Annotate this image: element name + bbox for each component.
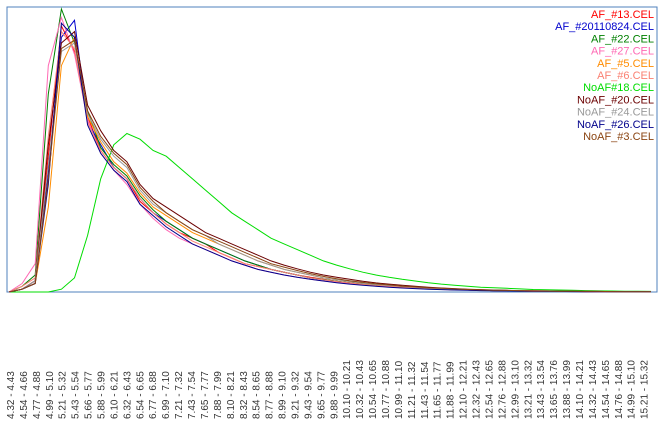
- legend-entry-8: NoAF_#24.CEL: [577, 107, 654, 119]
- x-tick-label-11: 6.77 - 6.88: [148, 371, 159, 419]
- x-tick-label-18: 8.32 - 8.43: [239, 371, 250, 419]
- legend-entry-0: AF_#13.CEL: [591, 9, 654, 21]
- series-lines: [8, 7, 652, 293]
- x-tick-label-39: 12.99 - 13.10: [510, 360, 521, 419]
- x-tick-label-27: 10.32 - 10.43: [355, 360, 366, 419]
- x-tick-label-48: 14.99 - 15.10: [627, 360, 638, 419]
- x-tick-label-40: 13.21 - 13.32: [523, 360, 534, 419]
- x-tick-label-46: 14.54 - 14.65: [601, 360, 612, 419]
- x-tick-label-13: 7.21 - 7.32: [174, 371, 185, 419]
- x-tick-label-10: 6.54 - 6.65: [135, 371, 146, 419]
- x-tick-label-19: 8.54 - 8.65: [252, 371, 263, 419]
- x-tick-label-32: 11.43 - 11.54: [420, 361, 431, 419]
- legend-entry-5: AF_#6.CEL: [597, 70, 654, 82]
- x-tick-label-14: 7.43 - 7.54: [187, 371, 198, 419]
- x-tick-label-5: 5.43 - 5.54: [71, 371, 82, 419]
- x-tick-label-12: 6.99 - 7.10: [161, 371, 172, 419]
- x-tick-label-28: 10.54 - 10.65: [368, 360, 379, 419]
- plot-frame: [6, 6, 658, 293]
- x-axis-ticks: 4.32 - 4.43 4.54 - 4.66 4.77 - 4.88 4.99 - …: [6, 360, 651, 419]
- legend-entry-2: AF_#22.CEL: [591, 33, 654, 45]
- x-tick-label-20: 8.77 - 8.88: [265, 371, 276, 419]
- x-tick-label-42: 13.65 - 13.76: [549, 360, 560, 419]
- x-tick-label-23: 9.43 - 9.54: [303, 371, 314, 419]
- x-tick-label-16: 7.88 - 7.99: [213, 371, 224, 419]
- x-tick-label-35: 12.10 - 12.21: [459, 360, 470, 419]
- x-tick-label-3: 4.99 - 5.10: [45, 371, 56, 419]
- x-tick-label-21: 8.99 - 9.10: [278, 371, 289, 419]
- x-tick-label-33: 11.65 - 11.77: [433, 361, 444, 419]
- legend-entry-4: AF_#5.CEL: [597, 58, 654, 70]
- x-tick-label-17: 8.10 - 8.21: [226, 371, 237, 419]
- legend-entry-1: AF_#20110824.CEL: [555, 21, 654, 33]
- legend-entry-3: AF_#27.CEL: [591, 46, 654, 58]
- x-tick-label-37: 12.54 - 12.65: [484, 360, 495, 419]
- x-tick-label-45: 14.32 - 14.43: [588, 360, 599, 419]
- x-tick-label-30: 10.99 - 11.10: [394, 360, 405, 419]
- x-tick-label-22: 9.21 - 9.32: [290, 371, 301, 419]
- x-tick-label-1: 4.54 - 4.66: [19, 371, 30, 419]
- x-tick-label-7: 5.88 - 5.99: [97, 371, 108, 419]
- x-tick-label-0: 4.32 - 4.43: [6, 371, 17, 419]
- x-tick-label-8: 6.10 - 6.21: [109, 371, 120, 419]
- legend-entry-6: NoAF#18.CEL: [583, 82, 654, 94]
- legend-entry-7: NoAF_#20.CEL: [577, 94, 654, 106]
- x-tick-label-43: 13.88 - 13.99: [562, 360, 573, 419]
- series-line-6: [9, 132, 652, 293]
- x-tick-label-9: 6.32 - 6.43: [122, 371, 133, 419]
- legend: AF_#13.CELAF_#20110824.CELAF_#22.CELAF_#…: [555, 9, 654, 143]
- x-tick-label-38: 12.76 - 12.88: [497, 360, 508, 419]
- x-tick-label-26: 10.10 - 10.21: [342, 360, 353, 419]
- x-tick-label-44: 14.10 - 14.21: [575, 360, 586, 419]
- x-tick-label-41: 13.43 - 13.54: [536, 360, 547, 419]
- x-tick-label-47: 14.76 - 14.88: [614, 360, 625, 419]
- x-tick-label-31: 11.21 - 11.32: [407, 361, 418, 419]
- legend-entry-9: NoAF_#26.CEL: [577, 119, 654, 131]
- x-tick-label-4: 5.21 - 5.32: [58, 371, 69, 419]
- x-tick-label-25: 9.88 - 9.99: [329, 371, 340, 419]
- x-tick-label-29: 10.77 - 10.88: [381, 360, 392, 419]
- x-tick-label-2: 4.77 - 4.88: [32, 371, 43, 419]
- x-tick-label-15: 7.65 - 7.77: [200, 371, 211, 419]
- legend-entry-10: NoAF_#3.CEL: [583, 131, 654, 143]
- x-tick-label-6: 5.66 - 5.77: [84, 371, 95, 419]
- series-line-10: [8, 39, 651, 293]
- x-tick-label-24: 9.65 - 9.77: [316, 371, 327, 419]
- x-tick-label-36: 12.32 - 12.43: [472, 360, 483, 419]
- x-tick-label-49: 15.21 - 15.32: [640, 360, 651, 419]
- x-tick-label-34: 11.88 - 11.99: [446, 361, 457, 419]
